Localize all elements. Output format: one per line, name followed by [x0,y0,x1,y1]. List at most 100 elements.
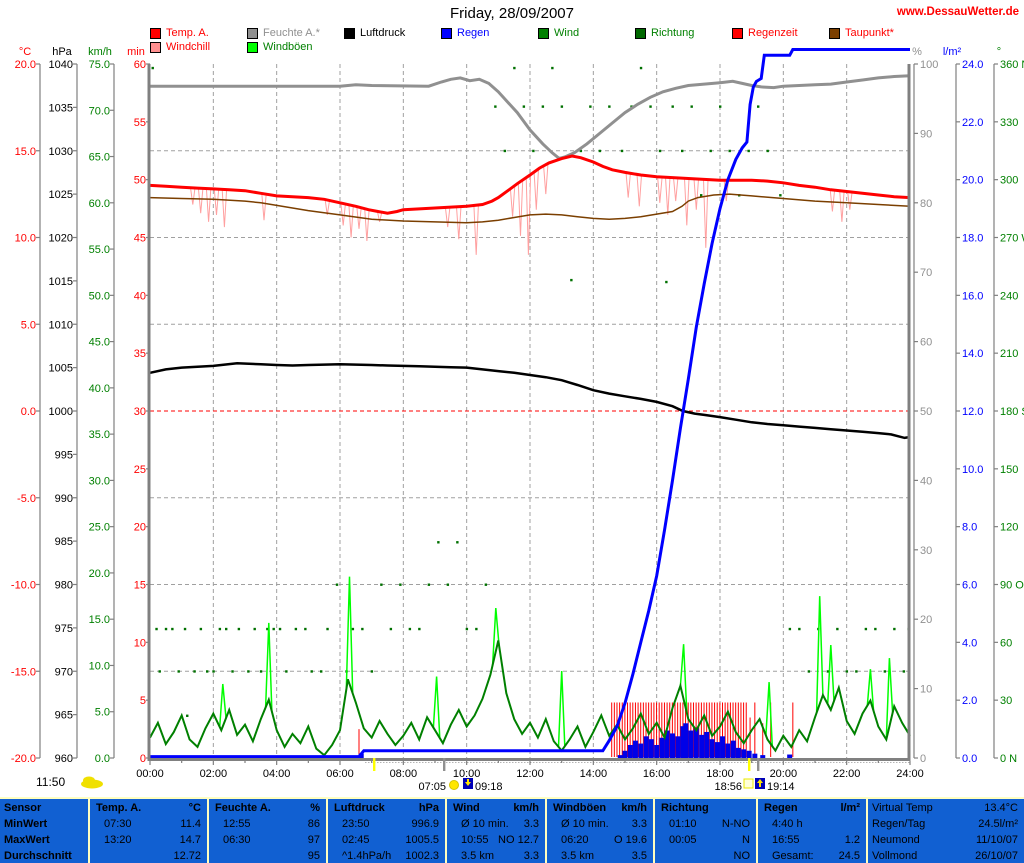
svg-text:960: 960 [55,753,73,765]
svg-text:10.0: 10.0 [89,660,110,672]
svg-text:150: 150 [1000,464,1018,476]
svg-text:1030: 1030 [49,146,73,158]
axis-unit-hPa: hPa [52,46,72,58]
table-column-0: Temp. A. °C 07:30 11.4 13:20 14.7 12.72 [88,799,207,863]
svg-text:240: 240 [1000,290,1018,302]
table-row: 4:40 h [762,816,860,832]
svg-text:0: 0 [140,753,146,765]
info-row: Neumond 11/10/07 [872,832,1018,848]
svg-text:55: 55 [134,117,146,129]
legend-swatch-icon [247,27,258,39]
legend-swatch-icon [344,27,355,39]
cell-value: 14.7 [179,834,201,846]
sun-moon-markers [81,758,765,790]
table-row: 02:45 1005.5 [332,832,439,848]
column-unit: l/m² [840,802,860,814]
svg-text:0.0: 0.0 [962,753,977,765]
svg-text:965: 965 [55,710,73,722]
svg-text:995: 995 [55,449,73,461]
legend-label: Luftdruck [360,27,406,39]
svg-text:1020: 1020 [49,233,73,245]
humidity-series [150,74,911,161]
table-row: 3.5 km 3.5 [551,848,647,863]
svg-text:60: 60 [1000,637,1012,649]
cell-value: 95 [307,850,320,862]
svg-text:18.0: 18.0 [962,233,983,245]
svg-text:8.0: 8.0 [962,522,977,534]
svg-text:02:00: 02:00 [200,768,228,780]
svg-text:975: 975 [55,623,73,635]
axis-°C [36,63,41,759]
svg-text:1040: 1040 [49,59,73,71]
sensor-row-label: Durchschnitt [4,850,72,862]
site-link[interactable]: www.DessauWetter.de [896,6,1019,18]
cell-value: NO 12.7 [498,834,539,846]
svg-text:40.0: 40.0 [89,383,110,395]
rain-bars [358,723,793,758]
svg-text:75.0: 75.0 [89,59,110,71]
table-row: Ø 10 min. 3.3 [451,816,539,832]
cell-value: 1005.5 [405,834,439,846]
svg-text:980: 980 [55,580,73,592]
legend-item-r1-5: Richtung [635,27,694,39]
dewpoint-series [149,193,911,224]
svg-text:35: 35 [134,348,146,360]
svg-text:20.0: 20.0 [15,59,36,71]
table-row: ^1.4hPa/h 1002.3 [332,848,439,863]
svg-text:20.0: 20.0 [962,175,983,187]
column-unit: km/h [621,802,647,814]
column-name: Windböen [553,802,607,814]
cell-value: 3.3 [523,850,539,862]
cell-value: 1.2 [844,834,860,846]
svg-text:00:00: 00:00 [136,768,164,780]
info-row: Virtual Temp 13.4°C [872,800,1018,816]
svg-text:30: 30 [134,406,146,418]
rain_total-series [150,48,910,759]
sunset-sun-icon [743,778,754,789]
table-column-4: Windböen km/h Ø 10 min. 3.3 06:20 O 19.6 3.5 k… [545,799,653,863]
svg-text:14.0: 14.0 [962,348,983,360]
svg-text:970: 970 [55,666,73,678]
sunshine-duration: 11:50 [36,775,65,789]
info-row: Regen/Tag 24.5l/m² [872,816,1018,832]
info-value: 13.4°C [984,802,1018,814]
legend-swatch-icon [732,27,743,39]
table-row: Ø 10 min. 3.3 [551,816,647,832]
cell-time [213,848,223,863]
plot-borders [147,64,911,761]
wind-series [149,640,911,757]
svg-text:-15.0: -15.0 [11,666,36,678]
wind-direction-dots [151,66,910,717]
svg-text:0.0: 0.0 [21,406,36,418]
cell-value: 1002.3 [405,850,439,862]
info-value: 26/10/07 [975,850,1018,862]
column-unit: km/h [513,802,539,814]
svg-text:12:00: 12:00 [516,768,544,780]
legend-item-r2-0: Windchill [150,41,210,53]
legend-label: Regenzeit [748,27,798,39]
table-row: 06:30 97 [213,832,320,848]
column-name: Temp. A. [96,802,142,814]
cell-time: Gesamt: [772,850,814,862]
weather-chart: °C20.015.010.05.00.0-5.0-10.0-15.0-20.0h… [11,46,1024,793]
table-row: 12:55 86 [213,816,320,832]
svg-text:12.0: 12.0 [962,406,983,418]
legend-swatch-icon [441,27,452,39]
svg-text:25.0: 25.0 [89,522,110,534]
cell-value: 12.72 [173,850,201,862]
cell-time: Ø 10 min. [461,818,509,830]
svg-text:1000: 1000 [49,406,73,418]
svg-text:-10.0: -10.0 [11,580,36,592]
pressure-series [149,362,911,440]
table-row: 01:10 N-NO [659,816,750,832]
table-row: Gesamt: 24.5 [762,848,860,863]
svg-text:55.0: 55.0 [89,244,110,256]
svg-text:25: 25 [134,464,146,476]
table-sensor-column: Sensor MinWert MaxWert Durchschnitt [0,799,88,863]
svg-text:20.0: 20.0 [89,568,110,580]
column-unit: hPa [418,802,439,814]
legend-label: Taupunkt* [845,27,894,39]
legend-label: Richtung [651,27,695,39]
cell-value: O 19.6 [613,834,647,846]
